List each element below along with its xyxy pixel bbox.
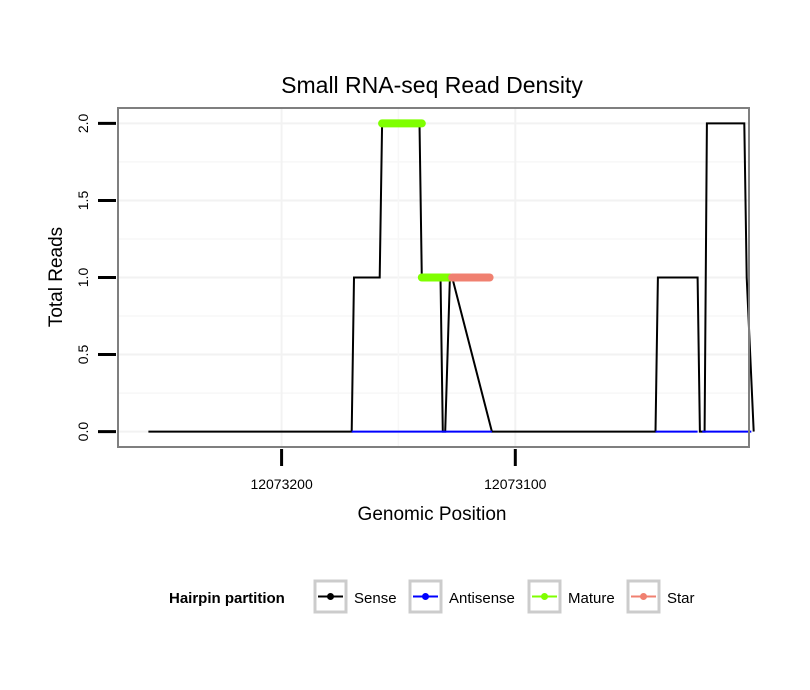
- x-axis: 12073200 12073100: [250, 449, 547, 492]
- series-layer: [148, 119, 755, 433]
- x-axis-title: Genomic Position: [358, 504, 507, 525]
- panel-border-rect: [117, 107, 750, 448]
- legend-label: Sense: [354, 590, 397, 607]
- legend-key-point: [422, 593, 429, 600]
- legend-title: Hairpin partition: [169, 590, 285, 607]
- chart-title: Small RNA-seq Read Density: [281, 72, 583, 98]
- y-tick-label: 1.0: [75, 268, 91, 288]
- grid-lines: [118, 108, 749, 447]
- legend-label: Mature: [568, 590, 615, 607]
- y-axis-title: Total Reads: [46, 227, 67, 327]
- legend-item-star: Star: [626, 579, 695, 614]
- x-tick-label: 12073100: [484, 476, 547, 492]
- legend-key-point: [640, 593, 647, 600]
- legend-key-point: [541, 593, 548, 600]
- legend-item-antisense: Antisense: [408, 579, 515, 614]
- y-tick-label: 0.0: [75, 422, 91, 442]
- legend-label: Star: [667, 590, 695, 607]
- legend: Hairpin partition Sense Antisense Mature St…: [169, 579, 695, 614]
- y-tick-label: 2.0: [75, 113, 91, 133]
- y-tick-label: 0.5: [75, 345, 91, 365]
- legend-item-sense: Sense: [313, 579, 397, 614]
- x-tick-label: 12073200: [250, 476, 313, 492]
- legend-item-mature: Mature: [527, 579, 615, 614]
- plot-border: [117, 107, 750, 448]
- y-axis: 0.0 0.5 1.0 1.5 2.0: [75, 113, 116, 441]
- legend-key-point: [327, 593, 334, 600]
- legend-label: Antisense: [449, 590, 515, 607]
- y-tick-label: 1.5: [75, 191, 91, 211]
